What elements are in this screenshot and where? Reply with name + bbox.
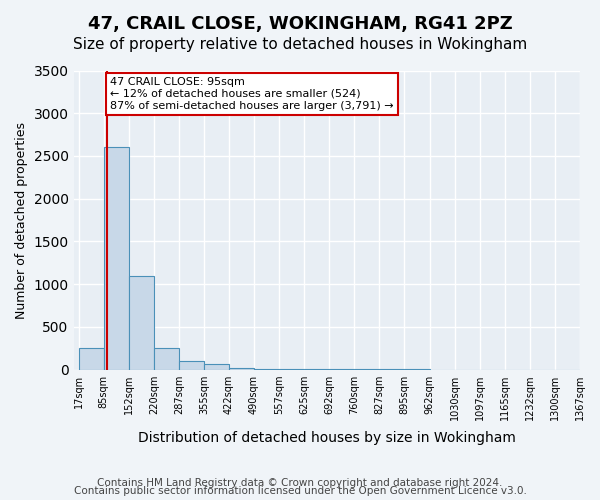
Bar xyxy=(104,148,129,370)
Bar xyxy=(229,368,254,370)
Text: 47, CRAIL CLOSE, WOKINGHAM, RG41 2PZ: 47, CRAIL CLOSE, WOKINGHAM, RG41 2PZ xyxy=(88,15,512,33)
X-axis label: Distribution of detached houses by size in Wokingham: Distribution of detached houses by size … xyxy=(138,431,516,445)
Y-axis label: Number of detached properties: Number of detached properties xyxy=(15,122,28,318)
Text: 47 CRAIL CLOSE: 95sqm
← 12% of detached houses are smaller (524)
87% of semi-det: 47 CRAIL CLOSE: 95sqm ← 12% of detached … xyxy=(110,78,394,110)
Bar xyxy=(179,361,204,370)
Bar xyxy=(154,348,179,370)
Bar xyxy=(79,348,104,370)
Bar xyxy=(204,364,229,370)
Text: Size of property relative to detached houses in Wokingham: Size of property relative to detached ho… xyxy=(73,38,527,52)
Bar xyxy=(129,276,154,370)
Bar xyxy=(254,368,279,370)
Text: Contains HM Land Registry data © Crown copyright and database right 2024.: Contains HM Land Registry data © Crown c… xyxy=(97,478,503,488)
Text: Contains public sector information licensed under the Open Government Licence v3: Contains public sector information licen… xyxy=(74,486,526,496)
